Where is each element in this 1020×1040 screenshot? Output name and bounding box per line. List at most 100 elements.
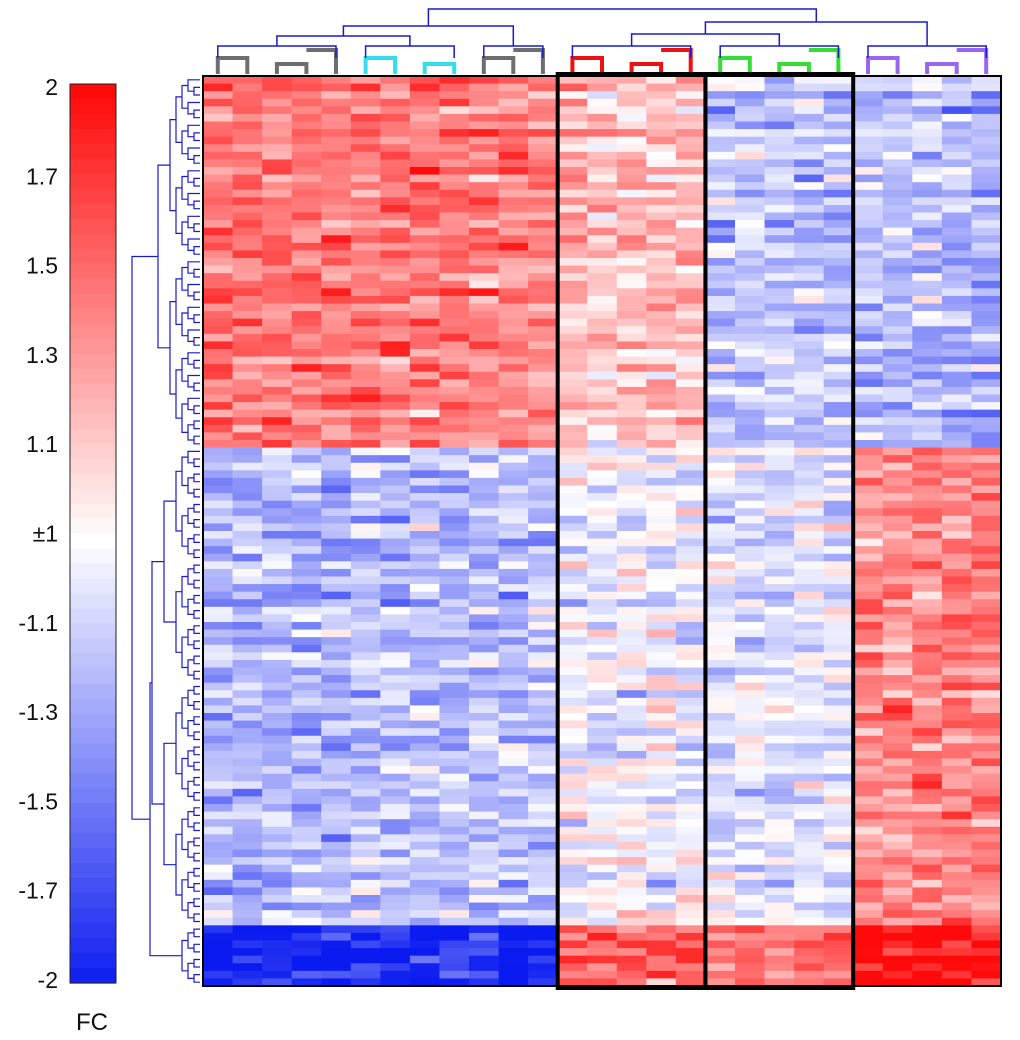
colorbar-segment: [70, 488, 116, 505]
heatmap-cell: [675, 151, 706, 160]
heatmap-cell: [321, 167, 352, 175]
heatmap-cell: [882, 197, 913, 206]
heatmap-cell: [705, 743, 736, 752]
heatmap-cell: [469, 98, 499, 107]
row-branch: [193, 382, 200, 392]
heatmap-cell: [735, 508, 765, 517]
heatmap-cell: [262, 773, 293, 782]
heatmap-cell: [882, 788, 913, 797]
heatmap-cell: [971, 917, 1002, 926]
heatmap-cell: [321, 591, 352, 600]
heatmap-cell: [882, 584, 913, 593]
heatmap-cell: [646, 288, 677, 297]
heatmap-cell: [262, 167, 293, 175]
heatmap-cell: [469, 311, 499, 320]
heatmap-cell: [439, 750, 470, 759]
heatmap-cell: [380, 189, 411, 198]
heatmap-cell: [616, 652, 647, 661]
heatmap-cell: [735, 546, 765, 555]
heatmap-cell: [469, 91, 499, 100]
heatmap-cell: [735, 857, 765, 866]
heatmap-cell: [646, 356, 677, 365]
heatmap-cell: [498, 675, 529, 684]
heatmap-cell: [941, 841, 972, 850]
heatmap-cell: [203, 728, 233, 737]
heatmap-cell: [469, 728, 499, 737]
heatmap-cell: [823, 622, 854, 630]
heatmap-cell: [705, 887, 736, 896]
heatmap-cell: [232, 174, 263, 183]
heatmap-cell: [439, 273, 470, 282]
heatmap-cell: [675, 750, 706, 759]
heatmap-cell: [912, 735, 943, 744]
heatmap-cell: [528, 167, 559, 175]
heatmap-cell: [882, 98, 913, 107]
heatmap-cell: [616, 561, 647, 570]
heatmap-cell: [764, 424, 795, 433]
heatmap-cell: [882, 212, 913, 221]
heatmap-cell: [616, 826, 647, 835]
heatmap-cell: [321, 477, 352, 486]
heatmap-cell: [735, 629, 765, 638]
heatmap-cell: [528, 159, 559, 168]
heatmap-cell: [469, 326, 499, 335]
heatmap-cell: [735, 265, 765, 274]
heatmap-cell: [291, 948, 322, 957]
heatmap-cell: [232, 841, 263, 850]
heatmap-cell: [764, 470, 795, 479]
heatmap-cell: [764, 280, 795, 289]
heatmap-cell: [646, 386, 677, 395]
heatmap-cell: [469, 705, 499, 714]
heatmap-cell: [912, 273, 943, 282]
heatmap-cell: [616, 743, 647, 752]
heatmap-cell: [321, 91, 352, 100]
heatmap-cell: [941, 485, 972, 494]
heatmap-cell: [232, 265, 263, 274]
heatmap-cell: [380, 667, 411, 676]
row-branch: [175, 833, 182, 896]
heatmap-cell: [764, 197, 795, 206]
heatmap-cell: [409, 568, 440, 577]
heatmap-cell: [735, 576, 765, 585]
heatmap-cell: [557, 925, 588, 934]
heatmap-cell: [941, 750, 972, 759]
heatmap-cell: [705, 500, 736, 509]
heatmap-cell: [823, 386, 854, 395]
heatmap-cell: [528, 508, 559, 517]
heatmap-cell: [350, 159, 381, 168]
heatmap-cell: [794, 864, 825, 873]
heatmap-cell: [587, 318, 618, 327]
heatmap-cell: [912, 189, 943, 198]
heatmap-cell: [675, 303, 706, 312]
heatmap-cell: [616, 697, 647, 706]
heatmap-cell: [616, 235, 647, 244]
heatmap-cell: [794, 98, 825, 107]
heatmap-cell: [321, 955, 352, 964]
heatmap-cell: [469, 280, 499, 289]
heatmap-cell: [882, 606, 913, 615]
heatmap-cell: [764, 174, 795, 183]
heatmap-cell: [528, 83, 559, 92]
heatmap-cell: [675, 910, 706, 919]
row-branch: [193, 867, 200, 877]
heatmap-cell: [232, 485, 263, 494]
heatmap-cell: [735, 804, 765, 812]
heatmap-cell: [794, 409, 825, 418]
heatmap-cell: [350, 318, 381, 327]
heatmap-cell: [764, 697, 795, 706]
heatmap-cell: [794, 341, 825, 350]
heatmap-cell: [794, 182, 825, 191]
heatmap-cell: [321, 432, 352, 441]
heatmap-cell: [321, 333, 352, 342]
heatmap-cell: [882, 546, 913, 555]
heatmap-cell: [439, 394, 470, 403]
heatmap-cell: [528, 826, 559, 835]
heatmap-cell: [764, 326, 795, 335]
colorbar-segment: [70, 458, 116, 475]
heatmap-cell: [291, 379, 322, 388]
heatmap-cell: [735, 879, 765, 888]
heatmap-cell: [971, 728, 1002, 737]
heatmap-cell: [262, 811, 293, 820]
heatmap-cell: [350, 940, 381, 949]
heatmap-cell: [350, 925, 381, 934]
